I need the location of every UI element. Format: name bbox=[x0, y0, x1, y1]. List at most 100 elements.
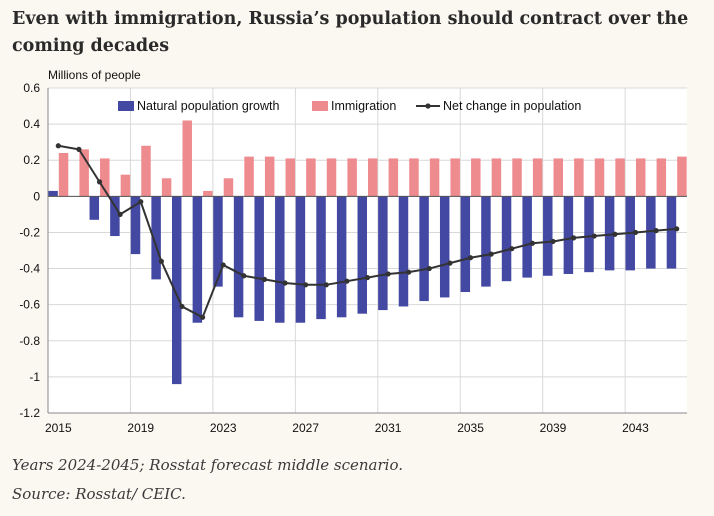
x-tick-label: 2015 bbox=[45, 421, 72, 435]
immigration-bar bbox=[656, 158, 667, 197]
y-tick-label: 0.4 bbox=[23, 117, 40, 131]
immigration-bar bbox=[532, 158, 543, 197]
y-tick-label: 0 bbox=[33, 189, 40, 203]
natural-growth-bar bbox=[295, 196, 306, 323]
legend-label-natural: Natural population growth bbox=[137, 99, 279, 113]
x-tick-label: 2039 bbox=[540, 421, 567, 435]
y-tick-label: -0.4 bbox=[19, 262, 40, 276]
net-change-point bbox=[509, 246, 515, 252]
natural-growth-bar bbox=[501, 196, 512, 282]
immigration-bar bbox=[100, 158, 110, 197]
net-change-point bbox=[179, 303, 185, 310]
natural-growth-bar bbox=[254, 196, 264, 321]
natural-growth-bar bbox=[151, 196, 161, 280]
net-change-point bbox=[488, 251, 494, 257]
net-change-point bbox=[76, 146, 82, 152]
immigration-bar bbox=[141, 145, 151, 197]
net-change-point bbox=[96, 179, 103, 185]
net-change-point bbox=[406, 269, 412, 275]
net-change-point bbox=[426, 265, 432, 272]
immigration-bar bbox=[347, 158, 357, 197]
natural-growth-bar bbox=[172, 196, 182, 385]
net-change-point bbox=[653, 228, 659, 234]
natural-growth-bar bbox=[378, 196, 388, 311]
immigration-bar bbox=[553, 158, 563, 197]
net-change-point bbox=[323, 282, 329, 288]
net-change-point bbox=[55, 143, 61, 149]
source-note: Source: Rosstat/ CEIC. bbox=[12, 485, 186, 503]
natural-growth-bar bbox=[130, 196, 141, 255]
natural-growth-bar bbox=[439, 196, 450, 298]
footnotes: Years 2024-2045; Rosstat forecast middle… bbox=[12, 451, 403, 509]
net-change-point bbox=[632, 229, 639, 236]
legend-swatch-net-point bbox=[425, 103, 431, 109]
immigration-bar bbox=[326, 158, 337, 197]
y-tick-label: 0.2 bbox=[23, 153, 40, 167]
natural-growth-bar bbox=[357, 196, 367, 314]
population-chart: Millions of people 0.6 0.4 0.2 0 -0.2 -0.4 -0.… bbox=[19, 68, 687, 435]
x-tick-label: 2023 bbox=[210, 421, 237, 435]
net-change-point bbox=[303, 282, 309, 288]
immigration-bar bbox=[264, 156, 275, 197]
natural-growth-bar bbox=[233, 196, 244, 318]
net-change-point bbox=[199, 314, 206, 320]
net-change-point bbox=[364, 274, 371, 281]
immigration-bar bbox=[58, 153, 69, 197]
net-change-point bbox=[282, 280, 288, 286]
natural-growth-bar bbox=[192, 196, 203, 323]
immigration-bar bbox=[574, 158, 584, 197]
chart-title: Even with immigration, Russia’s populati… bbox=[12, 9, 689, 56]
natural-growth-bar bbox=[275, 196, 285, 323]
immigration-bar bbox=[471, 158, 481, 197]
immigration-bar bbox=[120, 174, 131, 197]
net-change-point bbox=[344, 278, 350, 284]
legend-swatch-immigration bbox=[312, 101, 328, 111]
immigration-bar bbox=[79, 149, 89, 197]
x-tick-label: 2031 bbox=[375, 421, 402, 435]
natural-growth-bar bbox=[460, 196, 471, 293]
y-tick-label: -1.2 bbox=[19, 406, 40, 420]
natural-growth-bar bbox=[646, 196, 656, 269]
net-change-point bbox=[261, 276, 268, 282]
immigration-bar bbox=[594, 158, 605, 197]
net-change-point bbox=[447, 260, 453, 266]
immigration-bar bbox=[450, 158, 460, 197]
legend-label-net: Net change in population bbox=[443, 99, 581, 113]
immigration-bar bbox=[615, 158, 625, 197]
y-tick-label: -0.2 bbox=[19, 225, 40, 239]
immigration-bar bbox=[306, 158, 316, 197]
natural-growth-bar bbox=[48, 190, 58, 197]
natural-growth-bar bbox=[481, 196, 491, 287]
y-tick-label: -1 bbox=[29, 370, 40, 384]
immigration-bar bbox=[223, 178, 234, 197]
x-tick-label: 2027 bbox=[292, 421, 319, 435]
net-change-point bbox=[138, 199, 144, 205]
natural-growth-bar bbox=[89, 196, 100, 220]
immigration-bar bbox=[182, 120, 192, 197]
natural-growth-bar bbox=[522, 196, 532, 278]
net-change-point bbox=[158, 258, 164, 264]
chart-area: Millions of people 0.6 0.4 0.2 0 -0.2 -0.4 -0.… bbox=[0, 64, 714, 444]
net-change-point bbox=[612, 231, 618, 237]
immigration-bar bbox=[285, 158, 296, 197]
net-change-point bbox=[550, 238, 556, 245]
natural-growth-bar bbox=[398, 196, 409, 307]
natural-growth-bar bbox=[666, 196, 677, 269]
immigration-bar bbox=[161, 178, 172, 197]
legend-label-immigration: Immigration bbox=[331, 99, 396, 113]
y-axis-unit-label: Millions of people bbox=[48, 68, 141, 82]
y-tick-label: 0.6 bbox=[23, 81, 40, 95]
immigration-bar bbox=[491, 158, 502, 197]
y-tick-label: -0.8 bbox=[19, 334, 40, 348]
net-change-point bbox=[674, 226, 680, 232]
natural-growth-bar bbox=[604, 196, 615, 271]
scenario-note: Years 2024-2045; Rosstat forecast middle… bbox=[12, 456, 403, 474]
legend-swatch-natural bbox=[118, 101, 134, 111]
x-tick-label: 2043 bbox=[622, 421, 649, 435]
net-change-point bbox=[117, 211, 123, 217]
natural-growth-bar bbox=[316, 196, 326, 320]
immigration-bar bbox=[677, 156, 687, 197]
net-change-point bbox=[241, 273, 247, 279]
natural-growth-bar bbox=[336, 196, 347, 318]
net-change-point bbox=[591, 233, 597, 239]
